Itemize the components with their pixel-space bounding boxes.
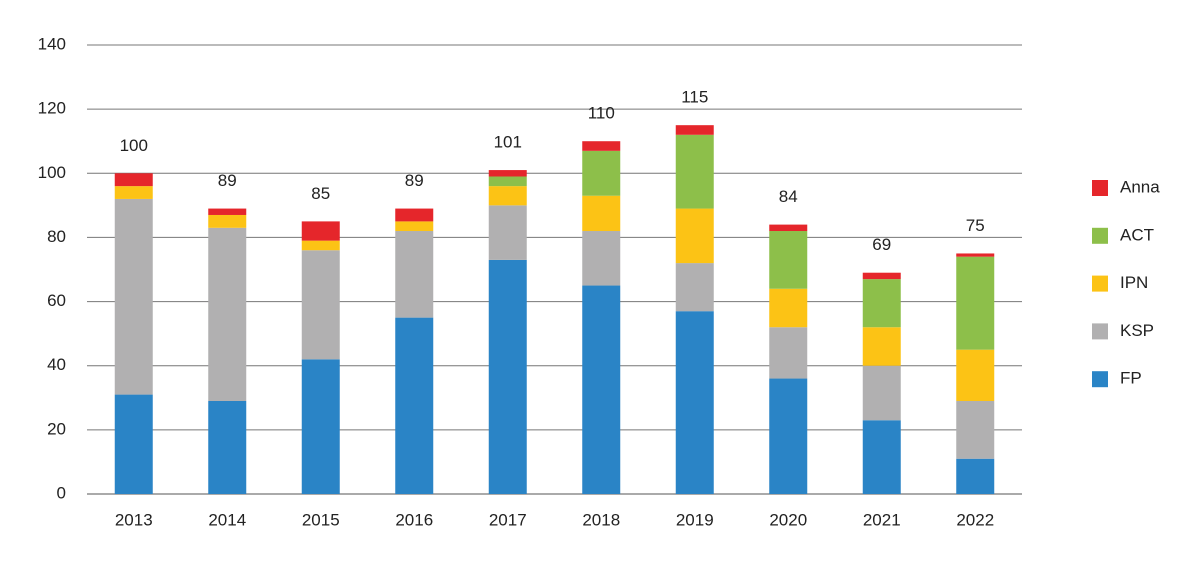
bar-segment (395, 208, 434, 222)
bar-segment (488, 205, 527, 260)
bar-segment (208, 214, 247, 228)
bar-segment (675, 125, 714, 135)
bar-segment (395, 231, 434, 318)
legend-label: FP (1120, 369, 1142, 388)
legend-swatch (1092, 323, 1108, 340)
bar-segment (675, 208, 714, 264)
bar-segment (301, 240, 340, 251)
bar-segment (114, 198, 153, 395)
bar-segment (956, 400, 995, 459)
bar-segment (956, 256, 995, 350)
bar-segment (395, 317, 434, 494)
bar-segment (769, 288, 808, 328)
legend-swatch (1092, 275, 1108, 292)
y-tick-label: 140 (38, 34, 66, 53)
bar-segment (301, 250, 340, 360)
x-tick-label: 2019 (676, 510, 714, 529)
bar-segment (862, 365, 901, 421)
y-tick-label: 100 (38, 163, 66, 182)
legend-label: KSP (1120, 321, 1154, 340)
bar-segment (862, 272, 901, 280)
bar-segment (488, 170, 527, 177)
legend-swatch (1092, 227, 1108, 244)
y-tick-label: 0 (57, 483, 66, 502)
bar-segment (208, 208, 247, 215)
x-tick-label: 2018 (582, 510, 620, 529)
bar-segment (301, 221, 340, 241)
legend-label: Anna (1120, 177, 1160, 196)
bar-segment (862, 420, 901, 494)
bar-segment (208, 400, 247, 494)
bar-segment (488, 176, 527, 187)
bar-segment (675, 134, 714, 209)
bar-segment (675, 263, 714, 312)
bar-segment (769, 231, 808, 289)
total-label: 69 (872, 235, 891, 254)
bar-segment (769, 224, 808, 232)
y-tick-label: 80 (47, 227, 66, 246)
bar-segment (395, 221, 434, 232)
bar-segment (582, 231, 621, 286)
x-tick-label: 2017 (489, 510, 527, 529)
bar-segment (114, 186, 153, 199)
legend-label: IPN (1120, 273, 1148, 292)
x-tick-label: 2014 (208, 510, 246, 529)
total-label: 84 (779, 187, 798, 206)
bar-segment (956, 458, 995, 494)
total-label: 101 (494, 133, 522, 152)
total-label: 100 (120, 136, 148, 155)
bar-segment (769, 378, 808, 494)
total-label: 115 (681, 88, 708, 107)
bar-segment (582, 285, 621, 494)
x-tick-label: 2015 (302, 510, 340, 529)
total-label: 85 (311, 184, 330, 203)
bar-segment (114, 394, 153, 494)
x-tick-label: 2022 (956, 510, 994, 529)
bar-segment (488, 186, 527, 206)
bar-segment (488, 259, 527, 494)
total-label: 89 (405, 171, 424, 190)
bar-segment (582, 141, 621, 151)
bar-segment (114, 173, 153, 187)
bar-segment (582, 150, 621, 196)
total-label: 89 (218, 171, 237, 190)
x-tick-label: 2021 (863, 510, 901, 529)
legend-swatch (1092, 180, 1108, 196)
bar-segment (769, 327, 808, 379)
y-tick-label: 20 (47, 419, 66, 438)
y-tick-label: 60 (47, 291, 66, 310)
bar-segment (956, 349, 995, 401)
bar-segment (582, 195, 621, 232)
y-tick-label: 40 (47, 355, 66, 374)
total-label: 110 (588, 104, 615, 123)
x-tick-label: 2016 (395, 510, 433, 529)
bar-segment (862, 279, 901, 328)
legend-swatch (1092, 371, 1108, 388)
bar-segment (956, 253, 995, 257)
x-tick-label: 2020 (769, 510, 807, 529)
y-tick-label: 120 (38, 99, 66, 118)
x-tick-label: 2013 (115, 510, 153, 529)
bar-segment (862, 327, 901, 366)
bar-segment (675, 311, 714, 494)
total-label: 75 (966, 216, 985, 235)
legend-label: ACT (1120, 225, 1154, 244)
bar-segment (208, 227, 247, 401)
bar-segment (301, 359, 340, 494)
